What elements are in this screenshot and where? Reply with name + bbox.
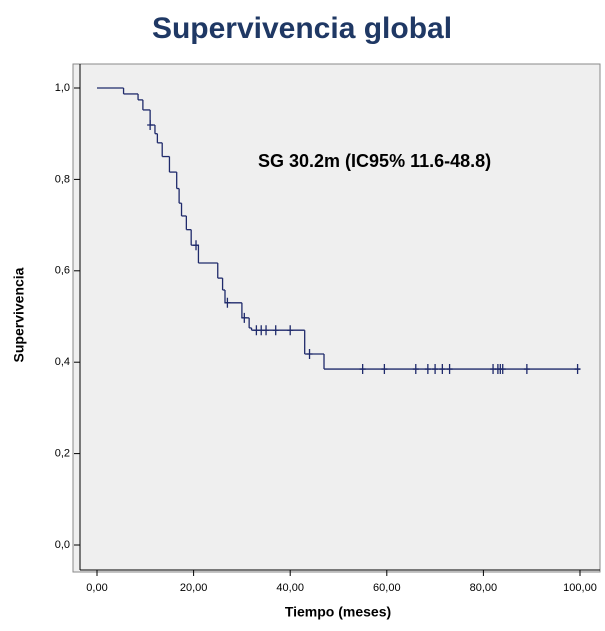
x-tick-label: 0,00 [86,582,107,594]
censor-mark [439,364,446,375]
censor-mark [359,364,366,375]
y-tick-label: 0,0 [55,539,70,551]
censor-mark [499,364,506,375]
censor-mark [432,364,439,375]
y-tick-label: 0,4 [55,356,70,368]
censor-mark [287,325,294,336]
censor-mark [263,325,270,336]
censor-mark [381,364,388,375]
y-tick-label: 0,8 [55,173,70,185]
x-tick-label: 100,00 [563,582,597,594]
censor-mark [272,325,279,336]
censor-mark [306,348,313,359]
censor-mark [424,364,431,375]
censor-mark [193,240,200,251]
censor-mark [224,297,231,308]
censor-mark [574,364,581,375]
censor-mark [523,364,530,375]
x-tick-label: 20,00 [180,582,208,594]
x-tick-label: 80,00 [470,582,498,594]
x-tick-label: 60,00 [373,582,401,594]
plot-area [72,63,601,573]
annotation: SG 30.2m (IC95% 11.6-48.8) [258,151,491,171]
x-axis-label: Tiempo (meses) [285,604,391,620]
x-tick-label: 40,00 [276,582,304,594]
censor-mark [147,120,154,131]
censor-mark [446,364,453,375]
y-tick-label: 0,6 [55,265,70,277]
y-tick-label: 0,2 [55,448,70,460]
y-axis-label: Supervivencia [11,267,27,362]
chart-title: Supervivencia global [152,12,452,45]
censor-mark [241,312,248,323]
censor-mark [412,364,419,375]
y-tick-label: 1,0 [55,82,70,94]
